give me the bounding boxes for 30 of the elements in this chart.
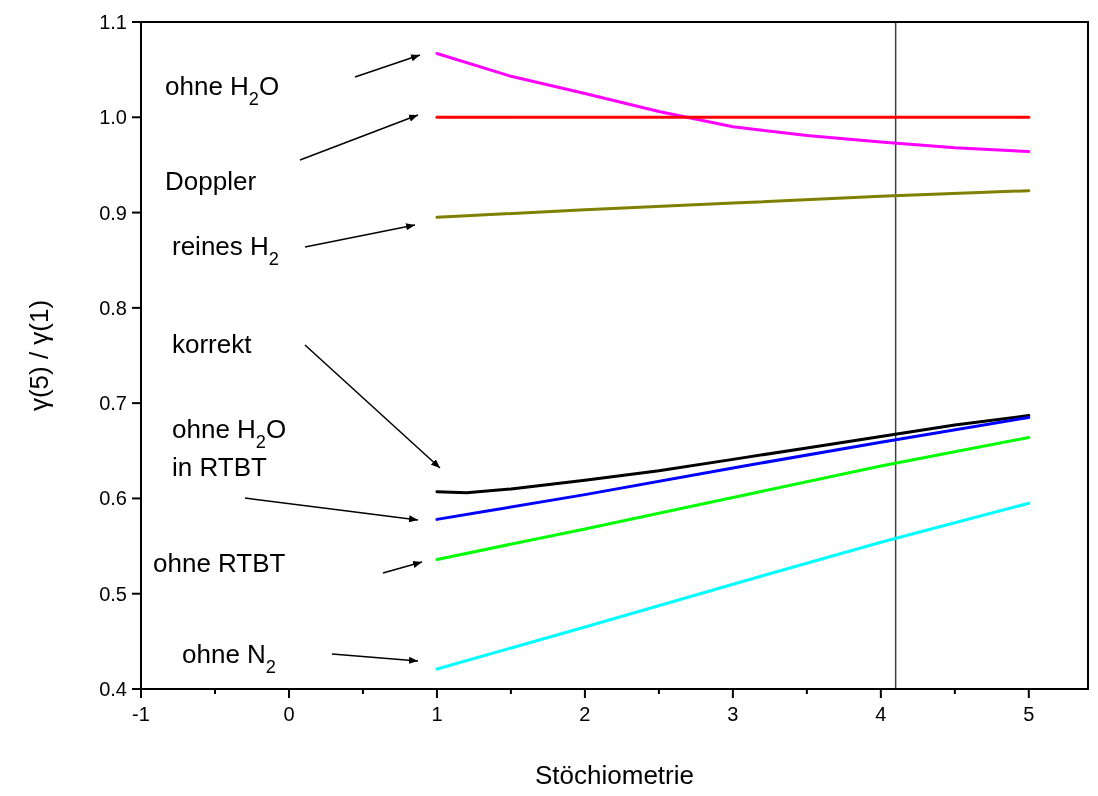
y-tick-label: 1.0 xyxy=(99,106,127,129)
y-axis-title: γ(5) / γ(1) xyxy=(24,299,54,412)
y-tick-label: 0.8 xyxy=(99,296,127,319)
x-axis-title: Stöchiometrie xyxy=(535,760,694,790)
y-tick-label: 0.4 xyxy=(99,678,127,700)
annotation: ohne RTBT xyxy=(153,548,286,578)
x-tick-label: 3 xyxy=(727,703,739,725)
y-tick-label: 0.6 xyxy=(99,487,127,510)
x-tick-label: 1 xyxy=(431,703,443,725)
y-tick-label: 0.9 xyxy=(99,201,127,224)
annotation: ohne H$_{2}$O xyxy=(165,71,280,109)
y-tick-label: 0.5 xyxy=(99,582,127,605)
line-series xyxy=(435,51,1031,154)
line-series xyxy=(435,189,1031,219)
annotation: ohne H$_{2}$O in RTBT xyxy=(172,414,287,482)
annotation: korrekt xyxy=(172,329,253,359)
y-tick-label: 1.1 xyxy=(99,11,127,33)
y-tick-label: 0.7 xyxy=(99,392,127,415)
line-series xyxy=(435,414,1031,495)
line-series xyxy=(435,501,1031,671)
annotation: ohne N$_{2}$ xyxy=(182,639,276,677)
x-tick-label: 4 xyxy=(875,703,887,725)
x-tick-label: 0 xyxy=(283,703,295,725)
x-tick-label: 5 xyxy=(1023,703,1035,725)
line-series xyxy=(435,435,1031,561)
annotation: Doppler xyxy=(165,166,257,196)
x-tick-label: -1 xyxy=(132,703,150,725)
x-tick-label: 2 xyxy=(579,703,591,725)
line-series xyxy=(435,415,1031,521)
annotation: reines H$_{2}$ xyxy=(172,231,279,269)
